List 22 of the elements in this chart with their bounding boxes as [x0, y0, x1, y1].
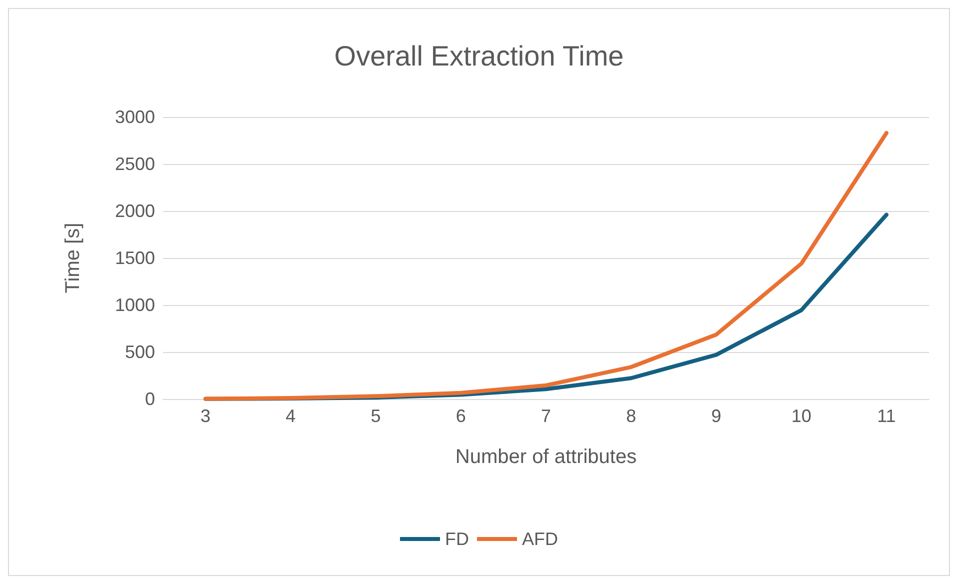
x-tick-label: 3: [200, 406, 211, 426]
y-tick-label: 1000: [114, 295, 155, 315]
x-tick-label: 4: [286, 406, 296, 426]
y-tick-label: 2000: [114, 201, 155, 221]
line-series: [204, 130, 888, 401]
y-tick-label: 0: [144, 389, 155, 409]
x-tick-label: 7: [540, 406, 552, 426]
y-axis-title: Time [s]: [62, 222, 84, 294]
x-tick-label: 11: [877, 406, 896, 426]
x-tick-label: 8: [626, 406, 636, 426]
y-tick-label: 500: [124, 342, 155, 362]
chart-title: Overall Extraction Time: [334, 40, 624, 72]
y-tick-label: 1500: [114, 248, 155, 268]
x-axis-title: Number of attributes: [455, 446, 637, 468]
x-tick-label: 10: [791, 406, 812, 426]
legend-label: AFD: [522, 529, 558, 549]
x-tick-label: 6: [456, 406, 466, 426]
legend-label: FD: [445, 529, 470, 549]
y-tick-label: 3000: [114, 107, 155, 127]
y-tick-label: 2500: [114, 154, 155, 174]
x-tick-label: 5: [370, 406, 381, 426]
x-tick-label: 9: [711, 406, 722, 426]
